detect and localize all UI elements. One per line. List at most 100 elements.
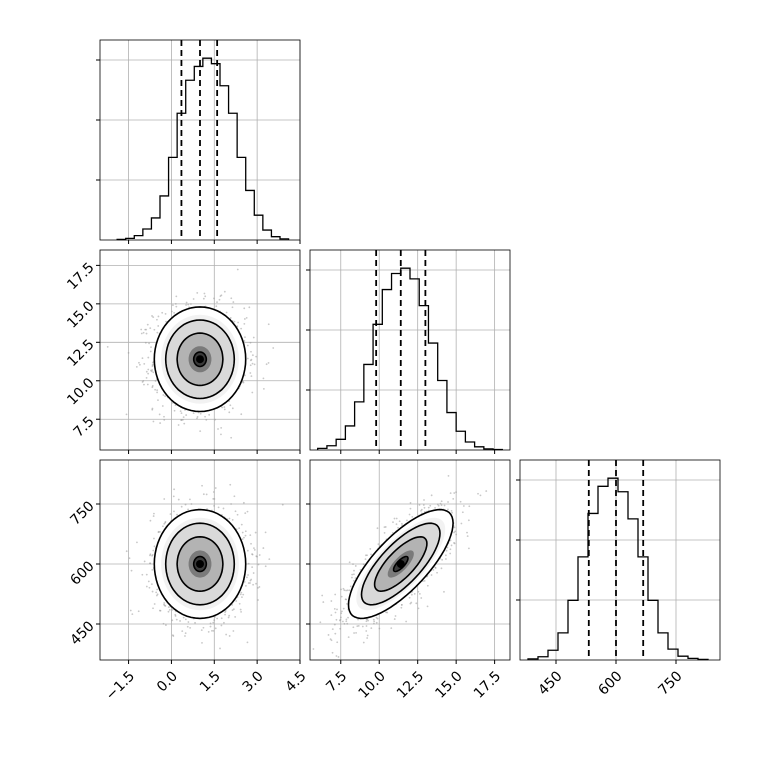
scatter-point [343,622,346,625]
scatter-point [222,507,225,510]
scatter-point [249,582,251,584]
scatter-point [434,506,436,509]
scatter-point [344,598,347,601]
scatter-point [207,630,210,633]
scatter-point [345,618,348,621]
scatter-point [335,618,338,621]
scatter-point [258,586,261,588]
scatter-point [213,619,216,622]
scatter-point [186,625,189,628]
contour-line [192,351,208,368]
axes-frame [309,459,511,661]
scatter-point [171,634,174,637]
scatter-point [262,377,265,380]
scatter-point [390,627,393,630]
scatter-point [138,363,141,366]
scatter-point [453,531,455,534]
panel-content [100,250,300,450]
scatter-point [156,588,159,591]
scatter-point [426,584,429,587]
scatter-point [172,304,174,307]
scatter-point [251,362,254,365]
scatter-point [209,622,212,625]
scatter-point [106,345,109,348]
scatter-point [253,547,255,550]
axes-frame [99,39,301,241]
scatter-point [244,336,246,339]
scatter-point [377,543,380,545]
scatter-point [142,331,145,334]
scatter-point [417,607,420,610]
scatter-point [136,541,138,544]
scatter-point [140,332,143,335]
scatter-point [257,586,259,589]
scatter-point [243,536,245,539]
scatter-point [180,505,183,508]
scatter-point [183,422,186,425]
scatter-point [204,415,206,418]
scatter-point [184,503,187,506]
scatter-point [223,406,226,408]
scatter-point [129,609,132,612]
scatter-point [477,492,479,495]
y-tick-label-p2: 450 [67,618,97,648]
scatter-point [305,663,307,665]
x-tick-label-p2: 750 [655,668,685,698]
x-tick-label-p0: −1.5 [103,668,138,703]
x-tick-label-p1: 7.5 [323,668,350,695]
scatter-point [250,358,253,361]
scatter-point [196,417,198,420]
scatter-point [257,599,259,601]
scatter-point [174,404,177,407]
scatter-point [228,517,231,520]
scatter-point [462,505,465,507]
scatter-point [240,523,243,526]
scatter-point [378,627,381,630]
scatter-point [152,420,155,423]
panel-content [100,460,300,660]
scatter-point [233,320,236,323]
scatter-point [159,609,162,612]
scatter-point [312,648,315,650]
scatter-point [182,416,185,419]
scatter-point [212,630,215,632]
scatter-point [375,621,378,624]
scatter-point [460,522,463,525]
scatter-point [334,611,337,614]
scatter-point [147,368,150,371]
scatter-point [467,519,470,522]
scatter-point [451,511,453,514]
density-panel-p1-p2 [305,459,511,665]
scatter-point [333,607,336,610]
scatter-point [238,527,241,530]
scatter-point [214,487,217,489]
scatter-point [215,305,218,308]
contour-line [176,535,224,593]
scatter-point [351,573,354,576]
scatter-point [155,594,158,597]
axes-frame [309,249,511,451]
density-peak [196,560,204,568]
scatter-point [450,509,453,512]
scatter-point [339,627,342,630]
scatter-point [204,295,207,298]
scatter-point [272,347,275,349]
scatter-point [395,523,398,526]
scatter-point [162,525,164,528]
scatter-point [144,341,147,344]
scatter-point [449,548,452,551]
x-tick-label-p0: 0.0 [154,668,181,695]
scatter-point [220,433,222,436]
scatter-point [157,399,159,402]
scatter-point [436,503,439,506]
scatter-point [361,625,364,628]
scatter-point [356,625,359,628]
histogram-p1 [306,249,511,454]
scatter-point [333,623,336,626]
scatter-point [264,565,267,568]
scatter-point [369,548,372,550]
x-tick-label-p1: 10.0 [355,668,388,701]
scatter-point [398,520,401,523]
scatter-point [159,422,162,424]
scatter-point [336,641,339,644]
